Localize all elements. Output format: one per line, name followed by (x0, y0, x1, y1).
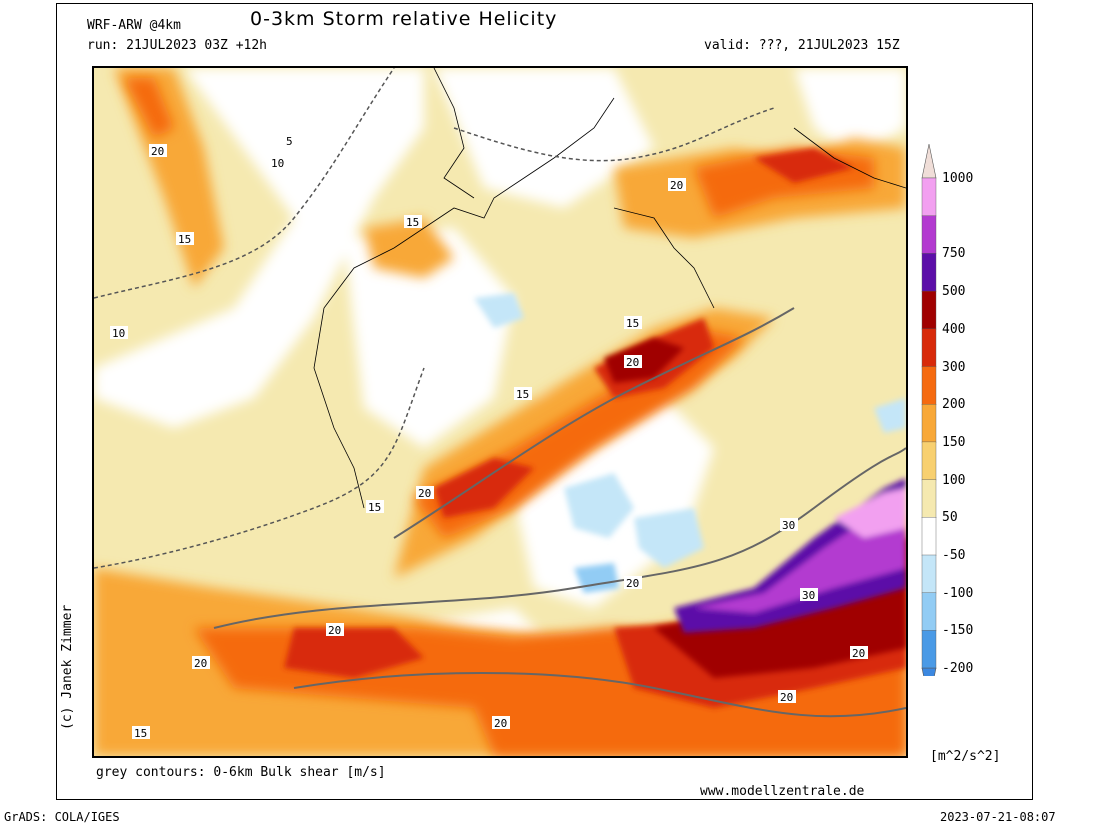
legend-unit: [m^2/s^2] (930, 749, 1001, 764)
contour-label-20: 20 (626, 356, 639, 369)
coastlines (313, 68, 906, 509)
legend-label: 1000 (942, 171, 974, 186)
contour-label-20: 20 (328, 624, 341, 637)
contour-label-20: 20 (670, 179, 683, 192)
contour-label-20: 20 (494, 717, 507, 730)
contour-label-15: 15 (406, 216, 419, 229)
contour-label-20: 20 (194, 657, 207, 670)
legend-swatch (921, 441, 937, 481)
figure-frame (56, 3, 1033, 800)
contour-label-5: 5 (286, 135, 293, 148)
contour-label-20: 20 (780, 691, 793, 704)
contour-label-15: 15 (368, 501, 381, 514)
legend-swatch (921, 253, 937, 292)
legend-colorbar (921, 143, 937, 676)
legend-label: 400 (942, 321, 966, 337)
legend-label: -100 (942, 585, 974, 601)
legend-label: 50 (942, 510, 958, 526)
contour-labels: 20 5 10 15 10 15 20 15 20 15 20 15 30 30… (110, 134, 868, 740)
legend-swatch (921, 404, 937, 443)
legend-bottom-cap (921, 667, 937, 676)
legend-swatch (921, 177, 937, 217)
grads-label: GrADS: COLA/IGES (4, 810, 120, 824)
legend-label: -200 (942, 661, 974, 677)
legend-swatch (921, 366, 937, 405)
copyright-label: (c) Janek Zimmer (60, 604, 75, 730)
contour-label-30: 30 (802, 589, 815, 602)
legend-label: 150 (942, 434, 966, 450)
legend-swatch (921, 328, 937, 368)
legend-top-cap (921, 143, 937, 179)
chart-title: 0-3km Storm relative Helicity (250, 8, 558, 30)
legend-swatch (921, 592, 937, 632)
contour-label-20: 20 (626, 577, 639, 590)
legend-swatch (921, 630, 937, 669)
legend-swatch (921, 517, 937, 556)
run-label: run: 21JUL2023 03Z +12h (87, 38, 268, 53)
contour-label-15: 15 (178, 233, 191, 246)
legend-label: 300 (942, 359, 966, 375)
legend-label: 200 (942, 397, 966, 413)
contours-note: grey contours: 0-6km Bulk shear [m/s] (96, 765, 386, 780)
legend-label: 100 (942, 472, 966, 488)
legend-label: 750 (942, 246, 966, 262)
contour-label-20: 20 (151, 145, 164, 158)
contour-label-20: 20 (852, 647, 865, 660)
contour-label-30: 30 (782, 519, 795, 532)
legend-swatch (921, 554, 937, 594)
contour-label-15: 15 (134, 727, 147, 740)
valid-label: valid: ???, 21JUL2023 15Z (704, 38, 900, 53)
contour-label-10: 10 (271, 157, 284, 170)
contour-label-10: 10 (112, 327, 125, 340)
website-label: www.modellzentrale.de (700, 784, 865, 799)
shear-contours (213, 307, 906, 718)
contour-label-15: 15 (516, 388, 529, 401)
contour-label-15: 15 (626, 317, 639, 330)
legend-label: -50 (942, 548, 966, 563)
negative-areas (474, 293, 906, 593)
legend-label: -150 (942, 623, 974, 639)
helicity-map-svg: 20 5 10 15 10 15 20 15 20 15 20 15 30 30… (94, 68, 906, 756)
timestamp-label: 2023-07-21-08:07 (940, 810, 1056, 824)
legend-swatch (921, 290, 937, 330)
model-label: WRF-ARW @4km (87, 18, 181, 33)
legend-label: 500 (942, 284, 966, 300)
contour-label-20: 20 (418, 487, 431, 500)
legend-swatch (921, 215, 937, 255)
legend-swatch (921, 479, 937, 519)
shear-contours-dashed (94, 68, 775, 569)
helicity-map: 20 5 10 15 10 15 20 15 20 15 20 15 30 30… (92, 66, 908, 758)
